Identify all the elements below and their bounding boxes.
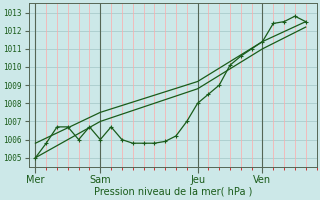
X-axis label: Pression niveau de la mer( hPa ): Pression niveau de la mer( hPa ): [93, 187, 252, 197]
